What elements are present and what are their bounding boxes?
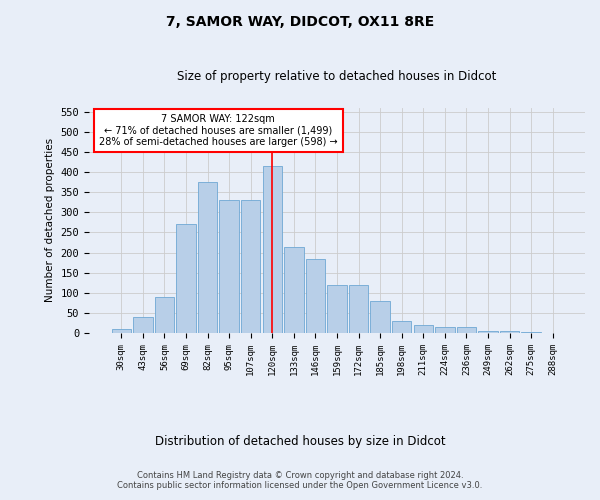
Bar <box>392 321 412 333</box>
Title: Size of property relative to detached houses in Didcot: Size of property relative to detached ho… <box>178 70 497 83</box>
Bar <box>263 166 282 333</box>
Text: 7, SAMOR WAY, DIDCOT, OX11 8RE: 7, SAMOR WAY, DIDCOT, OX11 8RE <box>166 15 434 29</box>
Bar <box>521 332 541 333</box>
Bar <box>435 327 455 333</box>
Text: Contains HM Land Registry data © Crown copyright and database right 2024.
Contai: Contains HM Land Registry data © Crown c… <box>118 470 482 490</box>
Text: 7 SAMOR WAY: 122sqm
← 71% of detached houses are smaller (1,499)
28% of semi-det: 7 SAMOR WAY: 122sqm ← 71% of detached ho… <box>99 114 338 147</box>
Bar <box>413 325 433 333</box>
Bar <box>284 246 304 333</box>
Bar <box>457 327 476 333</box>
Bar <box>241 200 260 333</box>
Bar <box>133 317 152 333</box>
Bar <box>155 297 174 333</box>
Bar <box>370 301 390 333</box>
Bar <box>306 258 325 333</box>
Bar <box>198 182 217 333</box>
Bar <box>500 331 520 333</box>
Bar <box>176 224 196 333</box>
Bar <box>349 285 368 333</box>
Bar <box>112 329 131 333</box>
Bar <box>478 331 498 333</box>
Text: Distribution of detached houses by size in Didcot: Distribution of detached houses by size … <box>155 435 445 448</box>
Y-axis label: Number of detached properties: Number of detached properties <box>45 138 55 302</box>
Bar <box>328 285 347 333</box>
Bar <box>220 200 239 333</box>
